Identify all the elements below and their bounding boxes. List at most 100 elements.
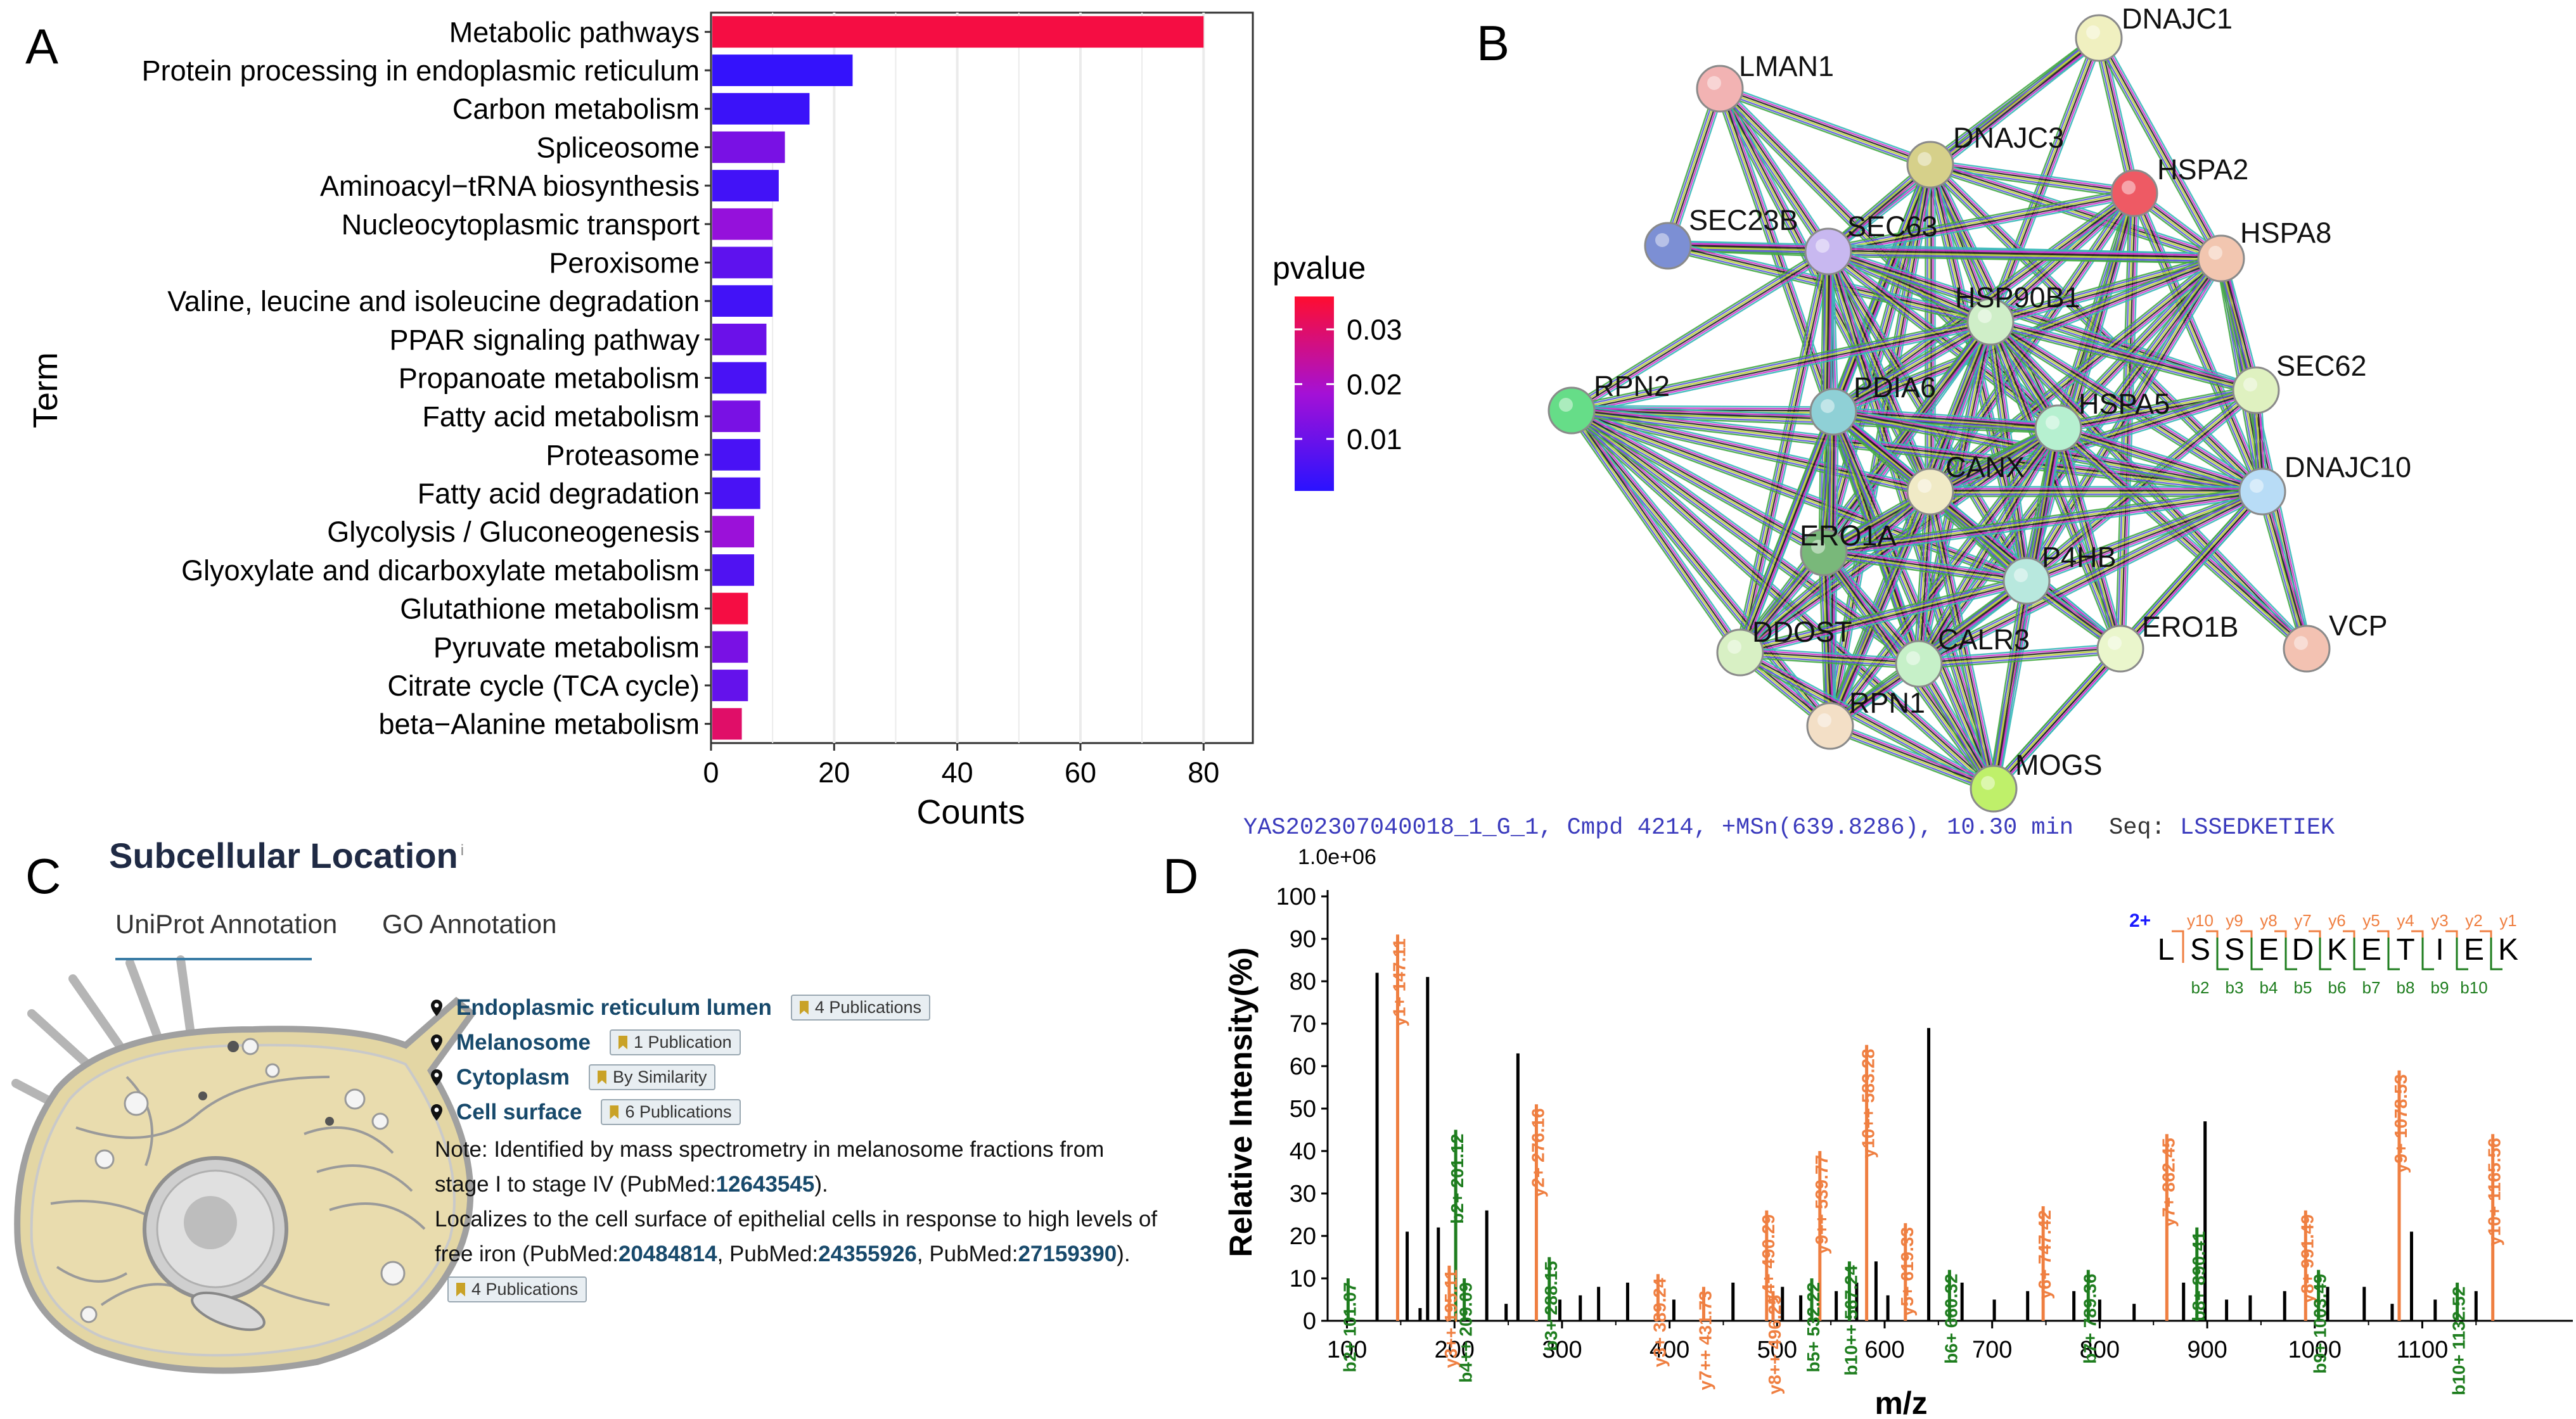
network-edge <box>2101 37 2138 193</box>
pubmed-link[interactable]: 12643545 <box>715 1172 815 1197</box>
network-node-label: CALR3 <box>1938 623 2030 656</box>
publication-badge[interactable]: 6 Publications <box>601 1099 741 1125</box>
x-tick-label: 300 <box>1542 1337 1582 1363</box>
bar <box>712 592 748 625</box>
network-edge <box>1668 89 1722 246</box>
pubmed-link[interactable]: 20484814 <box>618 1242 717 1266</box>
y-ion-bracket <box>2172 930 2184 963</box>
bar <box>712 285 773 317</box>
location-link[interactable]: Melanosome <box>456 1029 591 1055</box>
location-link[interactable]: Cell surface <box>456 1099 582 1124</box>
panel-label-d: D <box>1163 848 1198 904</box>
location-link[interactable]: Cytoplasm <box>456 1064 570 1090</box>
peak-labels-d: b2+ 101.07 y1+ 147.11 y3++ 195.11 b2+ 201.1… <box>1340 938 2504 1395</box>
network-edge <box>2124 193 2140 649</box>
network-edge <box>2028 391 2259 584</box>
b-ion-bracket <box>2216 938 2229 970</box>
network-edge <box>1573 408 1743 652</box>
network-edge <box>1570 412 1823 556</box>
category-label: Proteasome <box>546 439 700 471</box>
b-ion-label: b4 <box>2260 978 2278 997</box>
network-edge <box>2058 424 2264 490</box>
peak-label: y7+ 862.45 <box>2158 1138 2178 1227</box>
network-node-highlight <box>1821 399 1835 413</box>
network-edge <box>2225 257 2312 648</box>
bar <box>712 708 742 740</box>
network-edge <box>1739 577 2027 651</box>
network-edge <box>1989 645 2118 786</box>
residue: L <box>2158 933 2175 967</box>
publication-badge[interactable]: By Similarity <box>588 1064 716 1090</box>
network-edge <box>1915 491 1928 664</box>
network-edge <box>2137 191 2267 490</box>
network-edge <box>1740 654 1919 668</box>
network-node <box>1548 386 1596 435</box>
bookmark-icon <box>618 1035 627 1050</box>
residue: D <box>2292 933 2314 967</box>
network-edge <box>1914 666 1990 792</box>
x-tick-label: 100 <box>1327 1337 1367 1363</box>
network-edge <box>2095 38 2132 194</box>
peak-label: y10++ 583.28 <box>1859 1049 1878 1159</box>
location-row: Cell surface 6 Publications <box>431 1099 741 1125</box>
tab-uniprot-annotation[interactable]: UniProt Annotation <box>115 909 338 939</box>
network-edge <box>1736 250 1826 652</box>
network-edge <box>1740 656 1919 670</box>
y-ion-label: y6 <box>2328 911 2345 930</box>
category-label: Citrate cycle (TCA cycle) <box>387 670 700 702</box>
x-tick-label: 500 <box>1757 1337 1797 1363</box>
y-tick-label: 40 <box>1290 1138 1316 1165</box>
x-tick-label: 900 <box>2187 1337 2227 1363</box>
network-edge <box>1918 647 2120 664</box>
pubmed-link[interactable]: 24355926 <box>818 1242 917 1266</box>
y-tick-label: 60 <box>1290 1053 1316 1080</box>
network-edge <box>1662 87 1717 245</box>
network-edge <box>1829 248 1992 320</box>
x-tick-label: 1100 <box>2397 1337 2449 1363</box>
panel-label-c: C <box>25 848 61 904</box>
y-tick-label: 100 <box>1276 884 1316 910</box>
publication-badge[interactable]: 4 Publications <box>447 1276 587 1302</box>
network-edge <box>2094 40 2218 262</box>
peak-label: y5+ 619.33 <box>1897 1227 1917 1316</box>
bar <box>712 170 779 201</box>
location-link[interactable]: Endoplasmic reticulum lumen <box>456 995 772 1020</box>
legend-tick-label: 0.01 <box>1347 423 1402 455</box>
b-ion-bracket <box>2284 938 2297 970</box>
network-edge <box>1570 318 1990 409</box>
network-node <box>1806 702 1854 750</box>
network-edge <box>2054 431 2304 653</box>
network-edge <box>1922 661 1999 787</box>
info-icon[interactable]: i <box>460 842 465 860</box>
peak-label: y8++ 496.25 <box>1765 1295 1785 1394</box>
network-edge <box>1828 728 1993 792</box>
network-edge <box>2062 426 2126 648</box>
peak-label: y9+ 1078.53 <box>2391 1074 2411 1174</box>
network-edge <box>1926 34 2097 162</box>
bar <box>712 246 773 279</box>
publication-badge[interactable]: 4 Publications <box>790 995 930 1021</box>
legend-title-pvalue: pvalue <box>1272 250 1366 286</box>
note-text: ). <box>1117 1242 1131 1266</box>
tab-go-annotation[interactable]: GO Annotation <box>382 909 557 939</box>
publication-badge-text: By Similarity <box>612 1067 707 1086</box>
network-edge <box>1573 405 1923 661</box>
pubmed-link[interactable]: 27159390 <box>1018 1242 1117 1266</box>
network-node-highlight <box>2208 246 2222 260</box>
network-node <box>2197 234 2245 283</box>
b-ion-label: b10 <box>2460 978 2487 997</box>
peak-label: y7++ 431.73 <box>1695 1290 1715 1390</box>
network-edge <box>1830 492 1932 727</box>
y-ion-label: y9 <box>2226 911 2243 930</box>
network-edge <box>2057 428 2307 651</box>
note-text: stage I to stage IV (PubMed: <box>435 1172 716 1197</box>
y-ion-label: y7 <box>2294 911 2311 930</box>
b-ion-label: b7 <box>2362 978 2381 997</box>
y-tick-label: 90 <box>1290 926 1316 953</box>
network-edge <box>1919 492 1932 665</box>
bar <box>712 208 773 240</box>
network-node <box>2232 366 2280 414</box>
x-tick-label: 20 <box>818 756 850 789</box>
network-node-highlight <box>2250 479 2264 493</box>
publication-badge[interactable]: 1 Publication <box>610 1029 741 1055</box>
